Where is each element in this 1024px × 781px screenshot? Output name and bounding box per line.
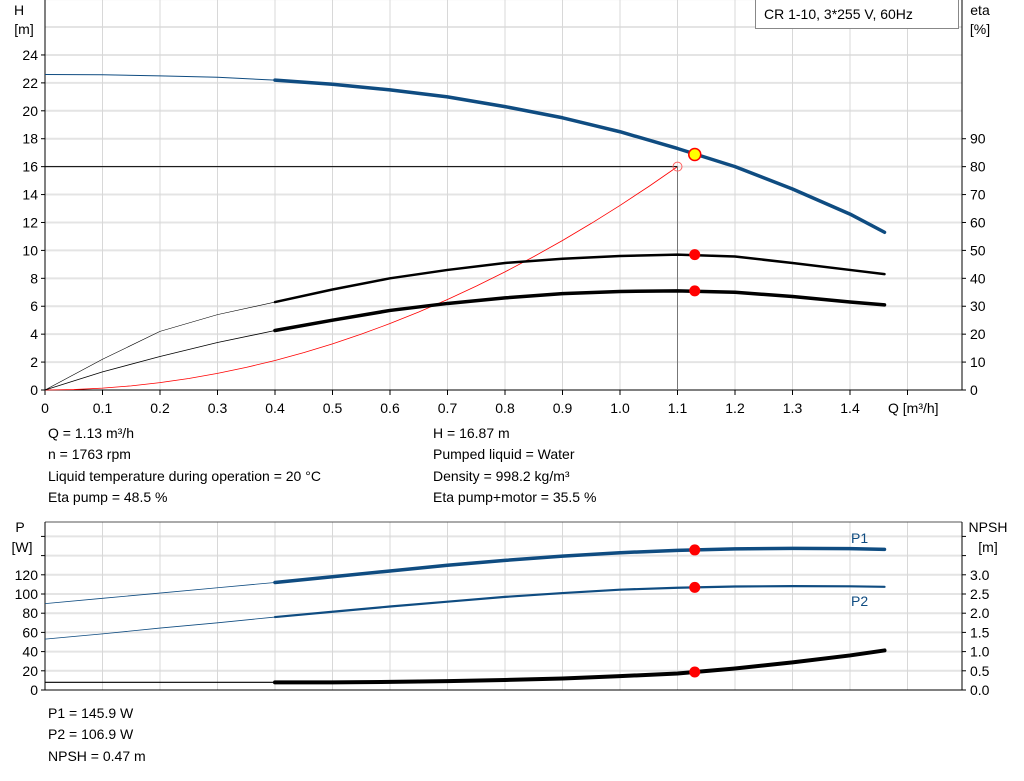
system-curve bbox=[44, 166, 678, 391]
y-tick-label: 24 bbox=[22, 47, 38, 63]
y-tick-label: 6 bbox=[30, 298, 38, 314]
head-curve bbox=[273, 78, 887, 235]
y-tick-label: 2 bbox=[30, 354, 38, 370]
y-tick-label: 100 bbox=[15, 586, 39, 602]
p1-curve bbox=[273, 546, 887, 585]
y2-tick-label: 3.0 bbox=[970, 567, 990, 583]
y-tick-label: 60 bbox=[22, 624, 38, 640]
result-npsh: NPSH = 0.47 m bbox=[48, 748, 146, 764]
y2-tick-label: 0 bbox=[970, 382, 978, 398]
npsh-duty-point bbox=[689, 666, 701, 678]
eta-pump-curve bbox=[273, 253, 886, 304]
y2-tick-label: 0.0 bbox=[970, 682, 990, 698]
p2-curve bbox=[273, 585, 886, 619]
y-tick-label: 18 bbox=[22, 131, 38, 147]
y-tick-label: 40 bbox=[22, 644, 38, 660]
y-axis-unit: [m] bbox=[14, 21, 33, 37]
p1-curve-extension bbox=[44, 582, 276, 604]
y2-tick-label: 60 bbox=[970, 214, 986, 230]
head-curve-extension bbox=[44, 74, 276, 81]
result-p1: P1 = 145.9 W bbox=[48, 705, 134, 721]
y-axis-label: H bbox=[14, 2, 24, 18]
eta-pump-motor-curve-extension bbox=[44, 330, 276, 391]
x-tick-label: 0.1 bbox=[93, 400, 113, 416]
y-tick-label: 0 bbox=[30, 682, 38, 698]
y2-tick-label: 1.0 bbox=[970, 644, 990, 660]
result-flow: Q = 1.13 m³/h bbox=[48, 425, 134, 441]
result-eta-pump: Eta pump = 48.5 % bbox=[48, 489, 168, 505]
y2-tick-label: 0.5 bbox=[970, 663, 990, 679]
y-tick-label: 120 bbox=[15, 567, 39, 583]
y2-tick-label: 10 bbox=[970, 354, 986, 370]
x-tick-label: 1.1 bbox=[668, 400, 688, 416]
y2-tick-label: 80 bbox=[970, 159, 986, 175]
y2-tick-label: 20 bbox=[970, 326, 986, 342]
x-tick-label: 0.3 bbox=[208, 400, 228, 416]
npsh-curve bbox=[273, 648, 887, 685]
y2-tick-label: 90 bbox=[970, 131, 986, 147]
x-tick-label: 0.9 bbox=[553, 400, 573, 416]
y2-tick-label: 40 bbox=[970, 270, 986, 286]
eta-pump-curve-extension bbox=[44, 301, 276, 391]
x-tick-label: 1.0 bbox=[610, 400, 630, 416]
y-tick-label: 8 bbox=[30, 270, 38, 286]
x-tick-label: 1.2 bbox=[725, 400, 745, 416]
x-tick-label: 1.4 bbox=[840, 400, 860, 416]
y2-axis-label-npsh: NPSH bbox=[969, 519, 1008, 535]
y-tick-label: 20 bbox=[22, 103, 38, 119]
y2-tick-label: 70 bbox=[970, 187, 986, 203]
y-axis-unit-power: [W] bbox=[12, 539, 33, 555]
x-tick-label: 0.4 bbox=[265, 400, 285, 416]
x-tick-label: 0.8 bbox=[495, 400, 515, 416]
result-density: Density = 998.2 kg/m³ bbox=[433, 468, 570, 484]
p1-duty-point bbox=[689, 544, 701, 556]
y2-tick-label: 2.5 bbox=[970, 586, 990, 602]
model-label: CR 1-10, 3*255 V, 60Hz bbox=[755, 0, 959, 29]
x-tick-label: 0.6 bbox=[380, 400, 400, 416]
result-p2: P2 = 106.9 W bbox=[48, 726, 134, 742]
y2-axis-unit-npsh: [m] bbox=[978, 539, 997, 555]
p2-series-label: P2 bbox=[851, 593, 868, 609]
y-tick-label: 14 bbox=[22, 187, 38, 203]
y2-tick-label: 2.0 bbox=[970, 605, 990, 621]
p2-curve-extension bbox=[44, 616, 276, 640]
y-tick-label: 22 bbox=[22, 75, 38, 91]
y2-axis-label: eta bbox=[970, 2, 990, 18]
y-axis-label-power: P bbox=[15, 519, 24, 535]
required-point-marker bbox=[672, 161, 683, 172]
result-liquid-temperature: Liquid temperature during operation = 20… bbox=[48, 468, 321, 484]
y2-tick-label: 30 bbox=[970, 298, 986, 314]
y-tick-label: 4 bbox=[30, 326, 38, 342]
p1-series-label: P1 bbox=[851, 530, 868, 546]
y-tick-label: 80 bbox=[22, 605, 38, 621]
x-axis-label: Q [m³/h] bbox=[888, 400, 939, 416]
result-speed: n = 1763 rpm bbox=[48, 446, 131, 462]
eta-pump-duty-point bbox=[689, 249, 701, 261]
result-head: H = 16.87 m bbox=[433, 425, 510, 441]
x-tick-label: 1.3 bbox=[783, 400, 803, 416]
result-pumped-liquid: Pumped liquid = Water bbox=[433, 446, 575, 462]
x-tick-label: 0.2 bbox=[150, 400, 170, 416]
x-tick-label: 0 bbox=[41, 400, 49, 416]
y2-axis-unit: [%] bbox=[970, 21, 990, 37]
y2-tick-label: 1.5 bbox=[970, 624, 990, 640]
eta-pump-motor-curve bbox=[273, 289, 887, 333]
result-eta-pump-motor: Eta pump+motor = 35.5 % bbox=[433, 489, 597, 505]
y-tick-label: 10 bbox=[22, 242, 38, 258]
y-tick-label: 20 bbox=[22, 663, 38, 679]
head-duty-point bbox=[688, 147, 702, 162]
x-tick-label: 0.7 bbox=[438, 400, 458, 416]
y-tick-label: 0 bbox=[30, 382, 38, 398]
y-tick-label: 16 bbox=[22, 159, 38, 175]
x-tick-label: 0.5 bbox=[323, 400, 343, 416]
p2-duty-point bbox=[689, 581, 701, 593]
y-tick-label: 12 bbox=[22, 214, 38, 230]
eta-pump-motor-duty-point bbox=[689, 285, 701, 297]
y2-tick-label: 50 bbox=[970, 242, 986, 258]
